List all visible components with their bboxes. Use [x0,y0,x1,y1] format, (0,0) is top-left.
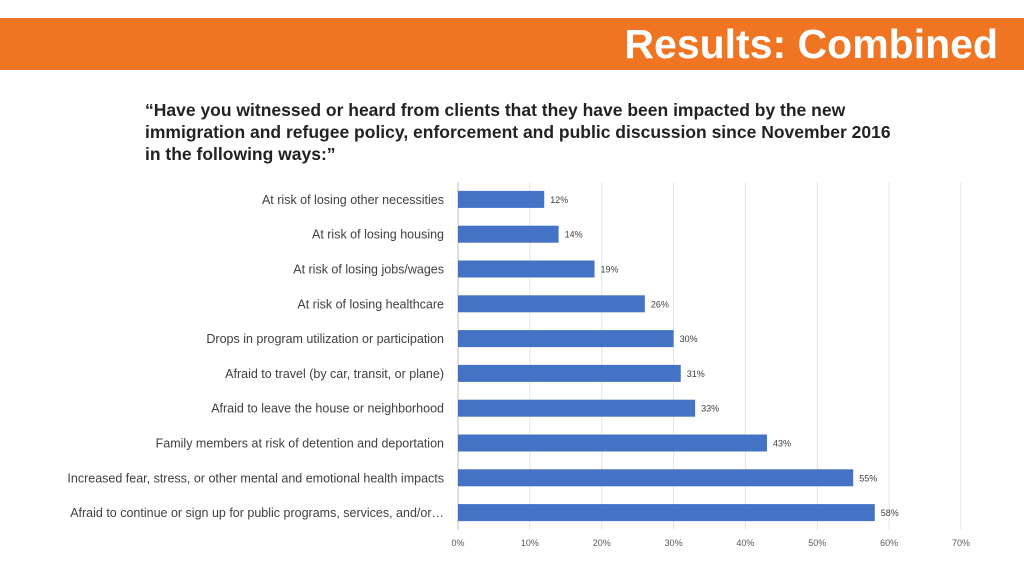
bar [458,364,681,382]
bar [458,330,674,348]
survey-question: “Have you witnessed or heard from client… [145,100,891,164]
category-label: At risk of losing jobs/wages [293,263,444,277]
category-label: Afraid to travel (by car, transit, or pl… [225,367,444,381]
bar [458,225,559,243]
data-label: 31% [687,369,705,379]
slide-title: Results: Combined [624,21,998,67]
x-tick-label: 0% [451,538,464,548]
x-tick-label: 10% [521,538,539,548]
x-tick-label: 70% [952,538,970,548]
category-label: At risk of losing healthcare [297,297,444,311]
bar [458,260,595,278]
bar [458,295,645,313]
data-label: 55% [859,473,877,483]
data-label: 43% [773,439,791,449]
header-band: Results: Combined [0,18,1024,70]
bar [458,399,696,417]
data-label: 12% [550,195,568,205]
data-label: 30% [680,334,698,344]
data-label: 33% [701,404,719,414]
category-label: Family members at risk of detention and … [156,437,444,451]
bar [458,434,767,452]
data-label: 19% [601,265,619,275]
x-tick-label: 20% [593,538,611,548]
x-tick-label: 30% [665,538,683,548]
x-tick-label: 60% [880,538,898,548]
data-label: 14% [565,230,583,240]
bar [458,469,854,487]
data-label: 26% [651,299,669,309]
category-label: Afraid to continue or sign up for public… [70,506,444,520]
data-label: 58% [881,508,899,518]
category-label: Afraid to leave the house or neighborhoo… [211,402,444,416]
category-label: Increased fear, stress, or other mental … [67,471,444,485]
bar [458,504,875,522]
x-tick-label: 40% [736,538,754,548]
category-label: Drops in program utilization or particip… [206,332,444,346]
bar [458,190,545,208]
x-tick-label: 50% [808,538,826,548]
category-label: At risk of losing housing [312,228,444,242]
category-label: At risk of losing other necessities [262,193,444,207]
